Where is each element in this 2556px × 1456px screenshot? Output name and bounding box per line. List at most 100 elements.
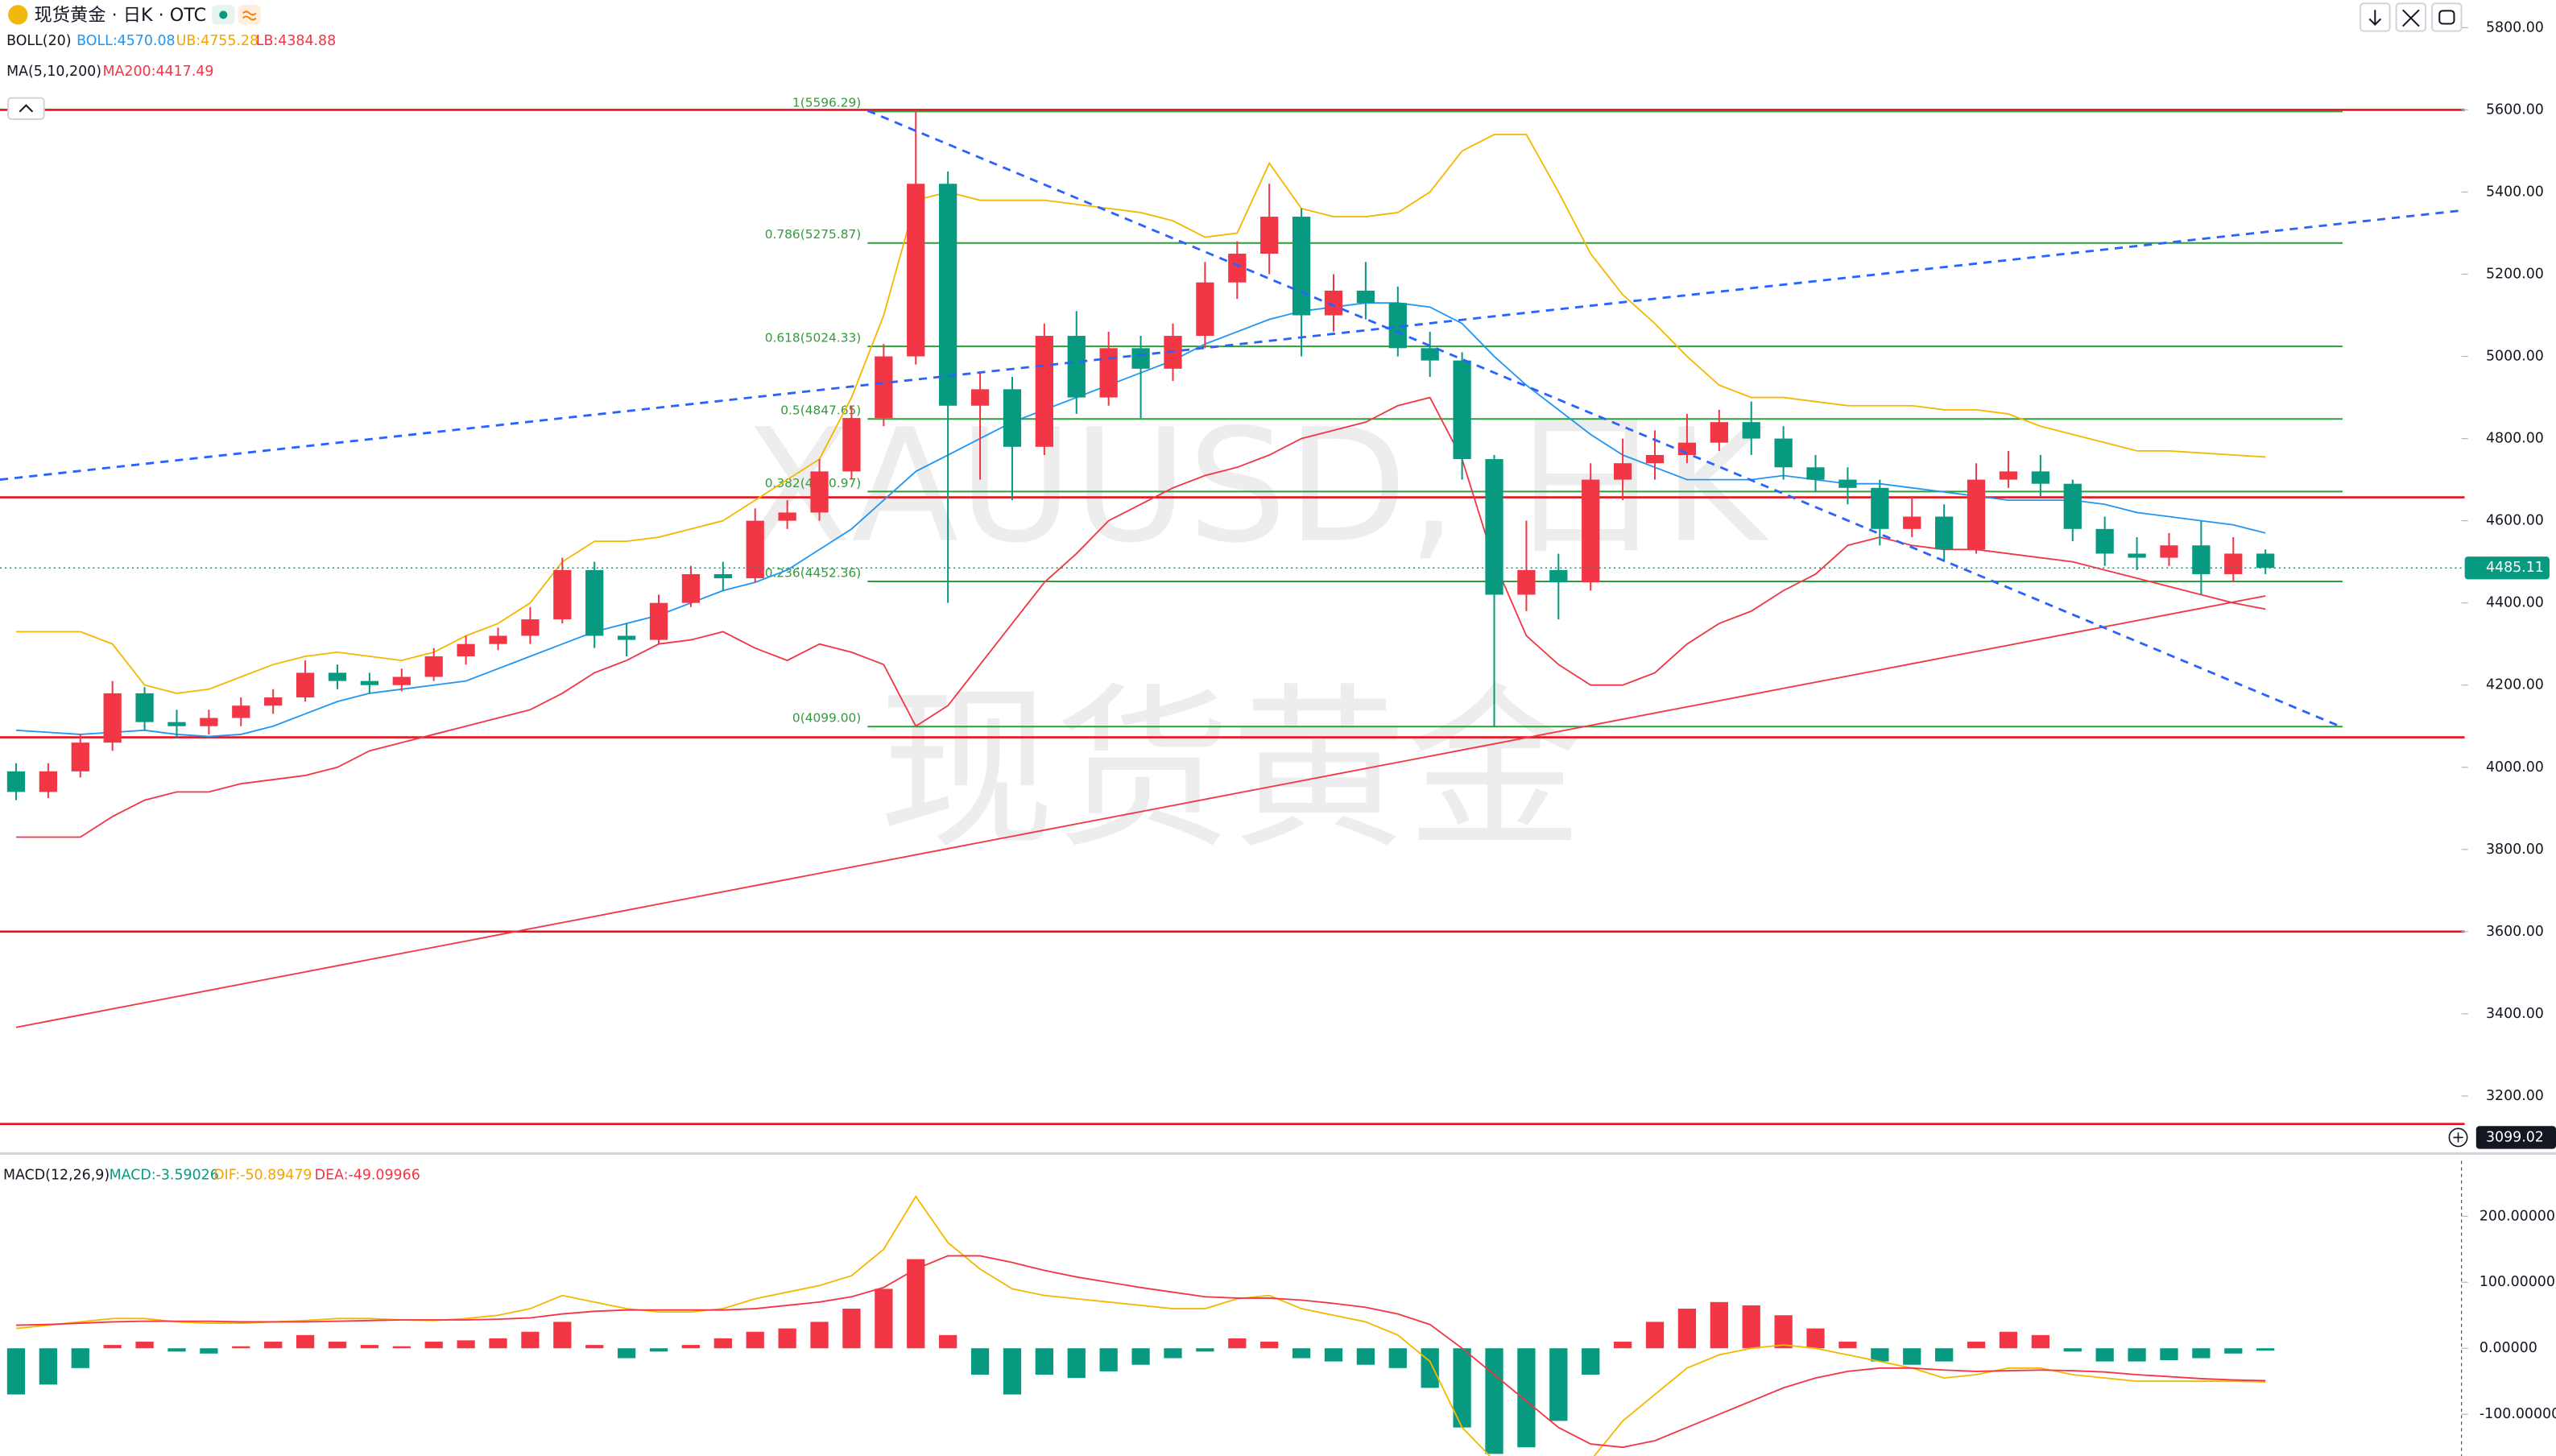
crosshair-box bbox=[2475, 1126, 2556, 1149]
macd-bar bbox=[1260, 1342, 1279, 1349]
macd-bar bbox=[1228, 1338, 1247, 1349]
macd-bar bbox=[424, 1342, 443, 1349]
macd-bar bbox=[1067, 1348, 1086, 1379]
candle-body bbox=[746, 520, 764, 579]
y-tick-label: 3400.00 bbox=[2486, 1006, 2544, 1022]
add-alert-icon bbox=[2453, 1132, 2463, 1143]
candle-body bbox=[1260, 217, 1279, 254]
watermark: 现货黄金 bbox=[879, 668, 1582, 873]
macd-tick-label: -100.00000 bbox=[2479, 1406, 2556, 1422]
download-icon bbox=[2368, 10, 2382, 26]
macd-tick-label: 200.00000 bbox=[2479, 1208, 2555, 1224]
y-tick-label: 5600.00 bbox=[2486, 101, 2544, 118]
candle-body bbox=[1903, 516, 1921, 529]
macd-bar bbox=[2192, 1348, 2211, 1359]
candle-body bbox=[617, 635, 636, 640]
y-tick-label: 4000.00 bbox=[2486, 759, 2544, 776]
candle-body bbox=[489, 635, 507, 644]
macd-bar bbox=[1549, 1348, 1568, 1421]
macd-bar bbox=[1677, 1309, 1697, 1349]
macd-bar bbox=[2031, 1334, 2049, 1349]
candle-body bbox=[1421, 348, 1439, 361]
dea-line bbox=[15, 1255, 2266, 1449]
macd-bar bbox=[1935, 1348, 1954, 1362]
macd-bar bbox=[71, 1348, 89, 1368]
indicator-label: MA(5,10,200) bbox=[6, 64, 101, 80]
macd-bar bbox=[1453, 1348, 1471, 1428]
y-tick-label: 4800.00 bbox=[2486, 431, 2544, 447]
candle-body bbox=[1324, 290, 1343, 316]
candle-body bbox=[649, 602, 668, 640]
fib-label: 0(4099.00) bbox=[792, 711, 861, 726]
macd-bar bbox=[39, 1348, 57, 1385]
macd-bar bbox=[521, 1331, 540, 1349]
macd-bar bbox=[1774, 1315, 1793, 1349]
macd-bar bbox=[135, 1342, 154, 1349]
indicator-label: BOLL(20) bbox=[6, 33, 71, 49]
y-tick-label: 3800.00 bbox=[2486, 842, 2544, 858]
macd-bar bbox=[1003, 1348, 1022, 1395]
candle-body bbox=[1710, 422, 1728, 443]
y-tick-label: 5800.00 bbox=[2486, 19, 2544, 35]
candle-body bbox=[1582, 479, 1600, 583]
macd-bar bbox=[1582, 1348, 1600, 1375]
macd-bar bbox=[1645, 1322, 1665, 1349]
candle-body bbox=[1453, 360, 1471, 460]
macd-bar bbox=[1967, 1342, 1986, 1349]
candle-body bbox=[713, 573, 732, 579]
candle-body bbox=[1999, 471, 2018, 480]
macd-tick-label: 100.00000 bbox=[2479, 1274, 2555, 1290]
y-tick-label: 3200.00 bbox=[2486, 1088, 2544, 1104]
candle-body bbox=[2224, 553, 2243, 574]
y-tick-label: 4600.00 bbox=[2486, 513, 2544, 529]
y-tick-label: 3600.00 bbox=[2486, 924, 2544, 940]
candle-body bbox=[232, 705, 250, 718]
symbol-title[interactable]: 现货黄金 · 日K · OTC bbox=[35, 5, 207, 26]
candle-body bbox=[168, 722, 186, 726]
y-tick-label: 4200.00 bbox=[2486, 677, 2544, 693]
macd-bar bbox=[553, 1322, 572, 1349]
macd-bar bbox=[6, 1348, 26, 1395]
trendline bbox=[866, 110, 2343, 729]
macd-value: DIF:-50.89479 bbox=[213, 1168, 312, 1184]
price-pane: 1(5596.29) 0.786(5275.87) 0.618(5024.33) 0.… bbox=[0, 96, 2465, 1125]
candle-body bbox=[1935, 516, 1954, 550]
candle-body bbox=[2256, 553, 2275, 569]
candle-body bbox=[970, 389, 990, 406]
y-tick-label: 5200.00 bbox=[2486, 266, 2544, 282]
fib-label: 1(5596.29) bbox=[792, 96, 861, 110]
macd-bar bbox=[681, 1345, 701, 1349]
refresh-icon bbox=[2438, 10, 2455, 25]
macd-bar bbox=[939, 1334, 957, 1349]
refresh-button[interactable] bbox=[2431, 2, 2463, 32]
macd-bar bbox=[1292, 1348, 1311, 1359]
macd-bar bbox=[1131, 1348, 1150, 1365]
candle-body bbox=[1035, 336, 1053, 447]
candle-body bbox=[1099, 348, 1118, 398]
macd-bar bbox=[1838, 1342, 1857, 1349]
candle-body bbox=[1003, 389, 1022, 447]
macd-bar bbox=[1806, 1328, 1825, 1349]
macd-tick-label: 0.00000 bbox=[2479, 1340, 2537, 1356]
macd-bar bbox=[649, 1348, 668, 1352]
candle-body bbox=[1742, 422, 1760, 439]
candle-body bbox=[585, 569, 604, 636]
axes: 3200.00 3400.00 3600.00 3800.00 4000.00 4200.… bbox=[2448, 19, 2556, 1422]
macd-bar bbox=[200, 1348, 218, 1354]
collapse-button[interactable] bbox=[7, 97, 45, 120]
macd-bar bbox=[328, 1342, 347, 1349]
trendline bbox=[0, 209, 2462, 482]
macd-bar bbox=[617, 1348, 636, 1359]
candle-body bbox=[1517, 569, 1536, 595]
candle-body bbox=[2031, 471, 2049, 484]
candle-body bbox=[1871, 487, 1889, 529]
candle-body bbox=[1485, 459, 1503, 595]
candle-body bbox=[2192, 545, 2211, 574]
candle-body bbox=[681, 573, 701, 603]
macd-bar bbox=[2256, 1348, 2275, 1351]
candle-body bbox=[328, 672, 347, 681]
candle-body bbox=[424, 656, 443, 677]
macd-bar bbox=[2128, 1348, 2146, 1362]
